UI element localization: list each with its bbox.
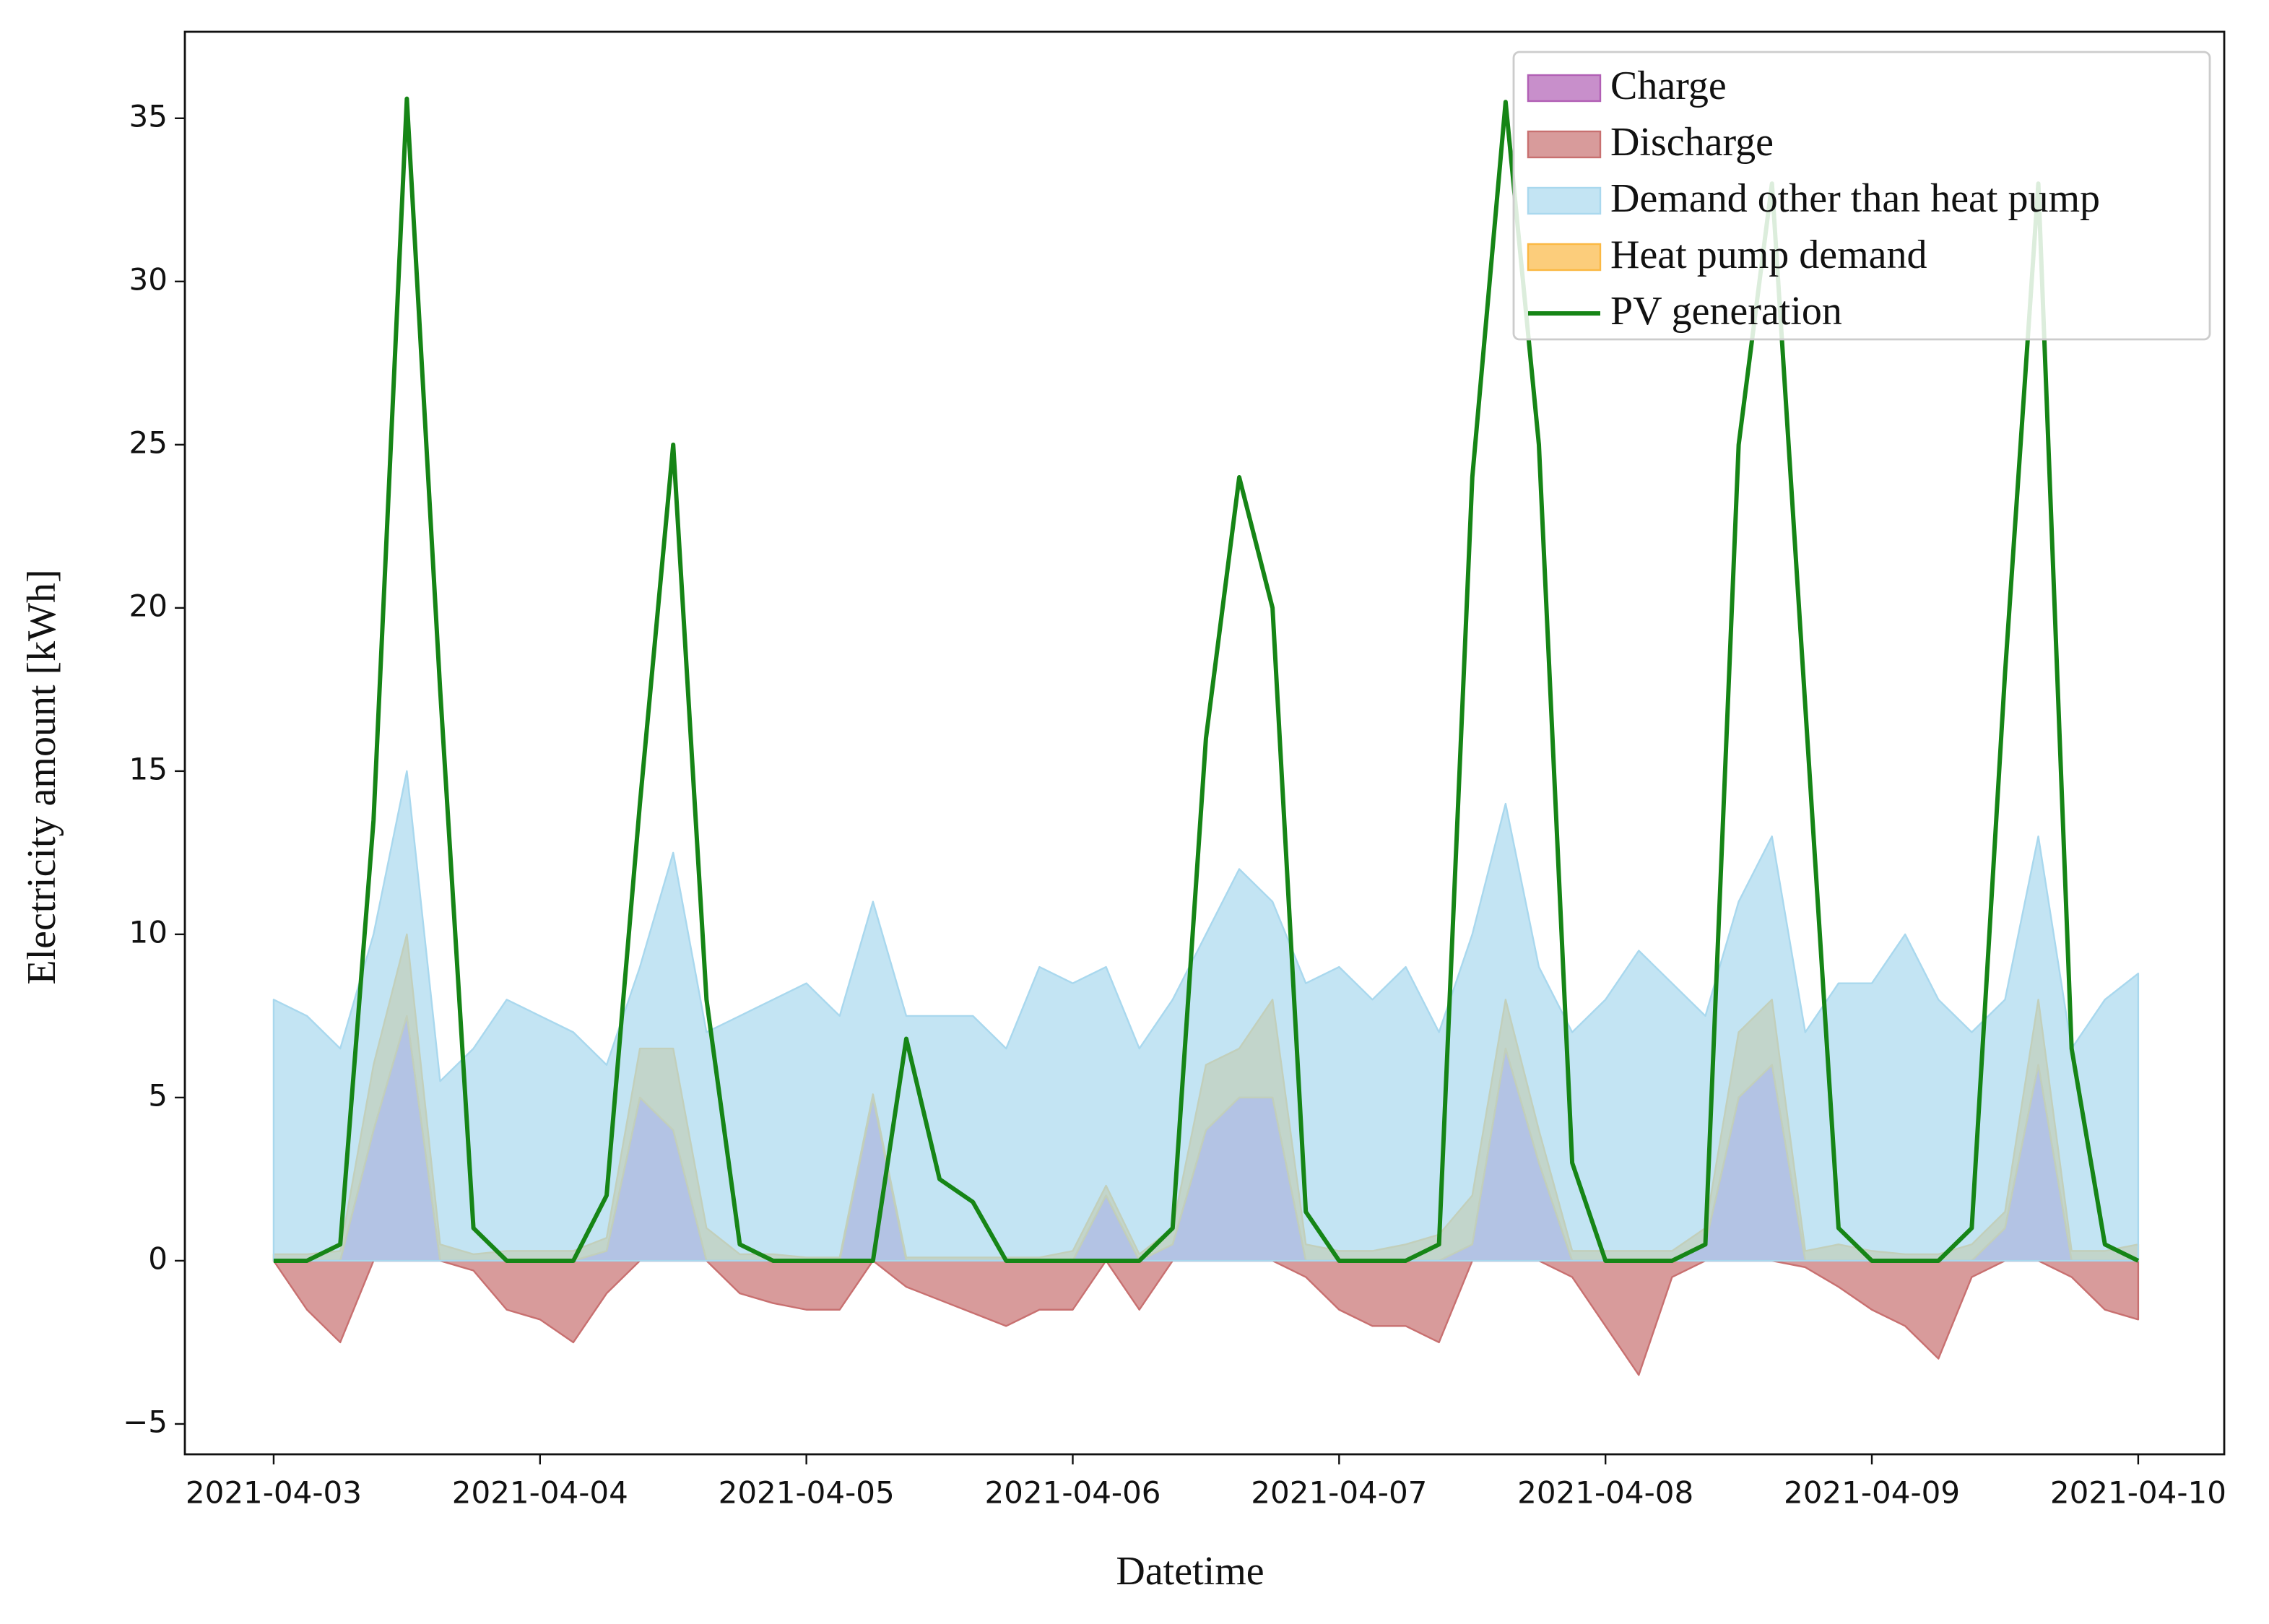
legend-label: Demand other than heat pump (1610, 176, 2100, 221)
legend-swatch (1527, 74, 1602, 103)
legend-swatch (1527, 186, 1602, 215)
line (273, 96, 2140, 1263)
legend-label: Charge (1610, 64, 1727, 108)
y-axis-title: Electricity amount [kWh] (19, 569, 64, 984)
legend-label: PV generation (1610, 289, 1842, 334)
x-axis-title: Datetime (1116, 1549, 1264, 1594)
y-tick-label: 30 (129, 261, 168, 297)
y-tick-label: 5 (148, 1077, 168, 1113)
x-tick-label: 2021-04-08 (1517, 1475, 1693, 1511)
y-tick-label: −5 (123, 1404, 168, 1439)
x-tick-label: 2021-04-03 (186, 1475, 362, 1511)
legend-swatch (1527, 243, 1602, 272)
plot-frame (183, 30, 2226, 1456)
y-tick-label: 35 (129, 98, 168, 134)
legend: Charge Discharge Demand other than heat pu… (1512, 51, 2211, 341)
x-tick-label: 2021-04-04 (452, 1475, 628, 1511)
legend-label: Discharge (1610, 120, 1774, 165)
y-tick-label: 25 (129, 425, 168, 460)
plot-area: −5 0 5 10 15 20 25 30 35 2021-04-03 2021-04-04 2021… (123, 30, 2226, 1511)
x-tick-label: 2021-04-07 (1251, 1475, 1427, 1511)
x-tick-label: 2021-04-10 (2050, 1475, 2226, 1511)
y-tick-label: 10 (129, 914, 168, 950)
legend-label: Heat pump demand (1610, 233, 1927, 277)
y-tick-label: 20 (129, 588, 168, 623)
legend-swatch (1527, 130, 1602, 159)
x-tick-label: 2021-04-06 (984, 1475, 1160, 1511)
y-tick-label: 0 (148, 1241, 168, 1276)
legend-box (1512, 51, 2211, 341)
x-tick-label: 2021-04-09 (1784, 1475, 1960, 1511)
y-tick-label: 15 (129, 751, 168, 786)
x-tick-label: 2021-04-05 (719, 1475, 895, 1511)
